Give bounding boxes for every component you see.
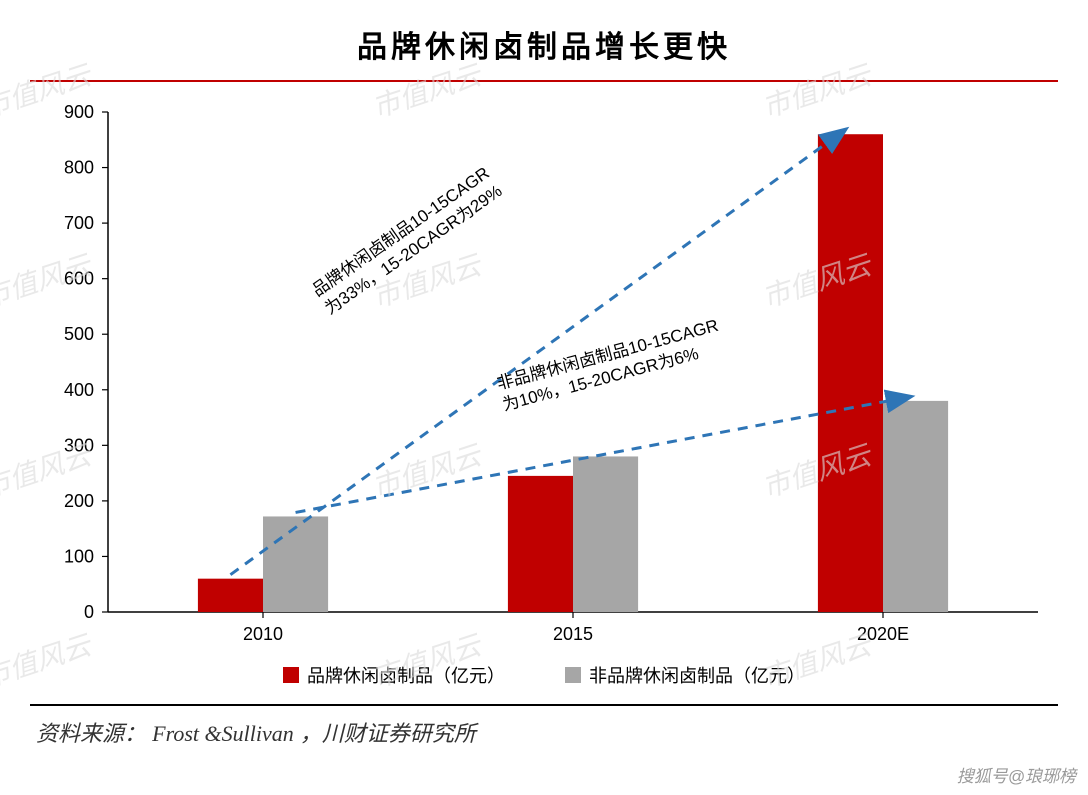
y-tick-label: 900 (64, 102, 94, 122)
y-tick-label: 700 (64, 213, 94, 233)
bar (883, 401, 948, 612)
bar (198, 579, 263, 612)
legend-item: 品牌休闲卤制品（亿元） (283, 662, 505, 688)
legend: 品牌休闲卤制品（亿元） 非品牌休闲卤制品（亿元） (30, 662, 1058, 688)
source-prefix: 资料来源： (36, 721, 146, 746)
annotation: 品牌休闲卤制品10-15CAGR为33%，15-20CAGR为29% (309, 163, 506, 318)
footer-tag: 搜狐号@琅琊榜 (957, 762, 1076, 787)
y-tick-label: 400 (64, 380, 94, 400)
y-tick-label: 0 (84, 602, 94, 622)
legend-swatch (283, 667, 299, 683)
y-tick-label: 500 (64, 324, 94, 344)
source-suffix: ，川财证券研究所 (300, 721, 476, 746)
source-rule (30, 704, 1058, 706)
bar (508, 476, 573, 612)
chart-title-block: 品牌休闲卤制品增长更快 (30, 10, 1058, 76)
legend-swatch (565, 667, 581, 683)
x-tick-label: 2020E (857, 624, 909, 644)
bar (263, 516, 328, 612)
chart-area: 0 100 200 300 400 500 600 700 800 900 2010 2015 2020… (30, 94, 1058, 654)
chart-title: 品牌休闲卤制品增长更快 (30, 22, 1058, 66)
x-tick-label: 2010 (243, 624, 283, 644)
source-provider: Frost &Sullivan (152, 721, 294, 746)
y-tick-label: 800 (64, 158, 94, 178)
y-tick-label: 200 (64, 491, 94, 511)
bar (818, 134, 883, 612)
annotation: 非品牌休闲卤制品10-15CAGR为10%，15-20CAGR为6% (495, 316, 726, 415)
y-tick-label: 300 (64, 435, 94, 455)
x-tick-label: 2015 (553, 624, 593, 644)
svg-text:为33%，15-20CAGR为29%: 为33%，15-20CAGR为29% (321, 181, 505, 318)
bar-chart-svg: 0 100 200 300 400 500 600 700 800 900 2010 2015 2020… (30, 94, 1058, 654)
bar (573, 456, 638, 612)
source-line: 资料来源： Frost &Sullivan ，川财证券研究所 (30, 716, 1058, 748)
y-tick-label: 600 (64, 269, 94, 289)
legend-label: 品牌休闲卤制品（亿元） (307, 662, 505, 688)
legend-item: 非品牌休闲卤制品（亿元） (565, 662, 805, 688)
y-tick-label: 100 (64, 546, 94, 566)
svg-text:品牌休闲卤制品10-15CAGR: 品牌休闲卤制品10-15CAGR (309, 163, 493, 300)
legend-label: 非品牌休闲卤制品（亿元） (589, 662, 805, 688)
title-rule (30, 80, 1058, 82)
